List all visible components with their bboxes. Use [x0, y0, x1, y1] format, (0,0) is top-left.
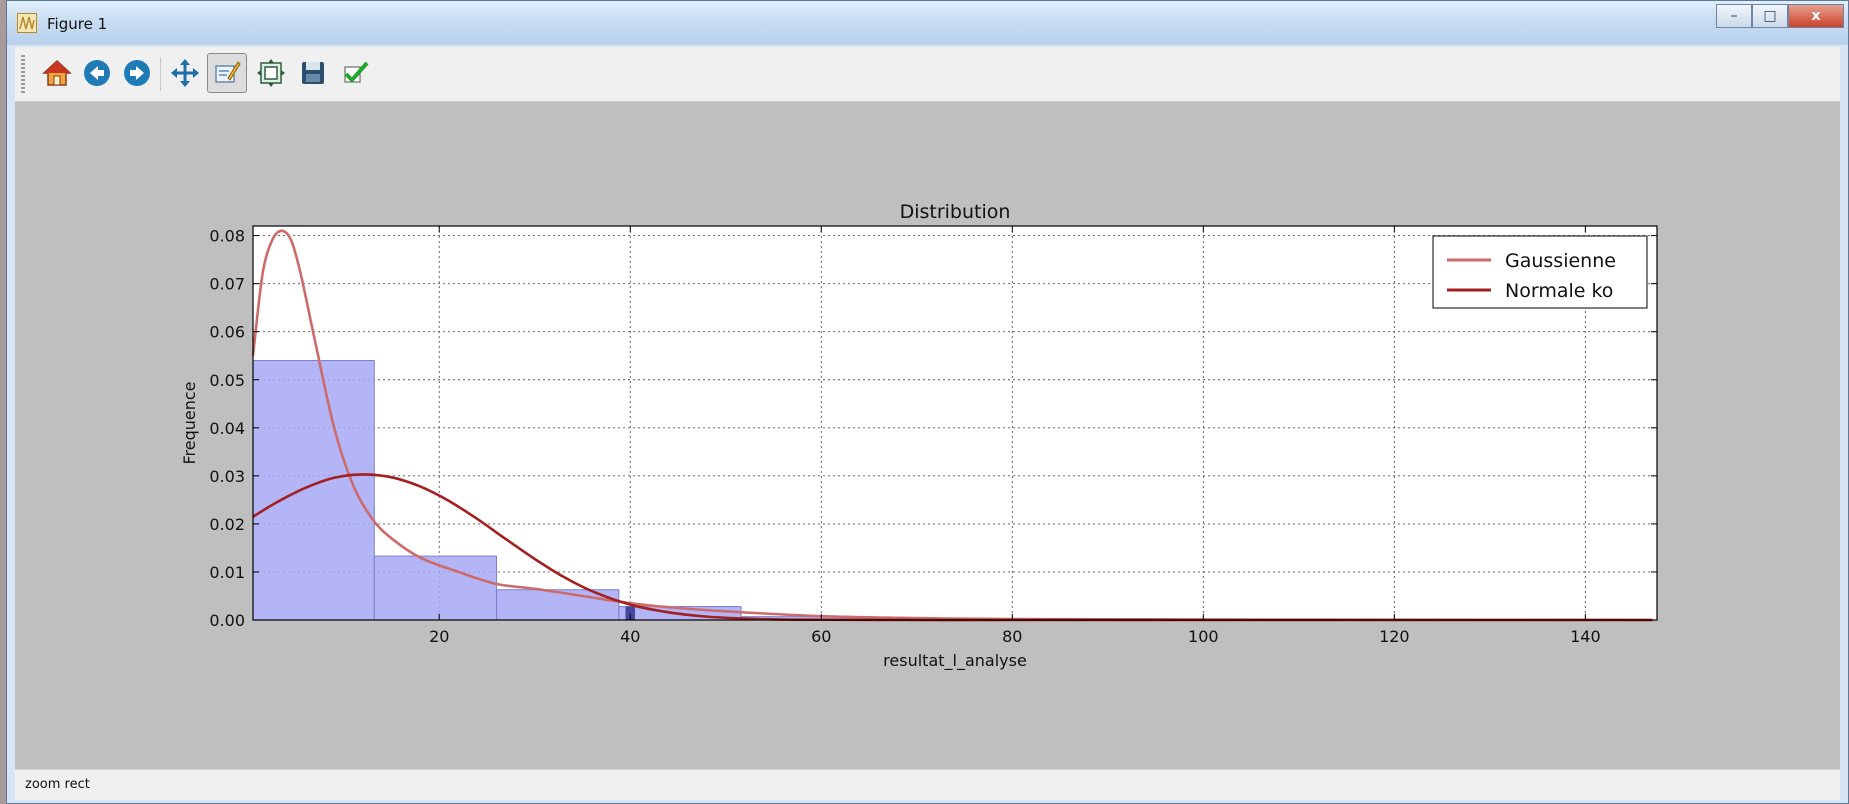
figure-canvas[interactable]: 20 40 60 80 100 120 140 0.00 0.01 0.02 0.03 0.04 0.0…: [15, 102, 1840, 769]
histogram-bar: [373, 555, 498, 621]
save-icon: [302, 62, 324, 84]
pan-button[interactable]: [165, 53, 205, 93]
pan-icon: [171, 59, 199, 87]
x-tick-label: 120: [1379, 627, 1410, 646]
legend-box: [1432, 235, 1648, 309]
maximize-button[interactable]: □: [1752, 4, 1788, 28]
histogram-bar: [496, 589, 620, 621]
y-tick-label: 0.01: [209, 563, 245, 582]
plot-svg[interactable]: 20 40 60 80 100 120 140 0.00 0.01 0.02 0.03 0.04 0.0…: [15, 102, 1842, 769]
forward-button[interactable]: [117, 53, 157, 93]
edit-button[interactable]: [335, 53, 375, 93]
figure-window: Figure 1 – □ x: [6, 0, 1849, 804]
x-axis-label: resultat_l_analyse: [883, 651, 1027, 671]
axis-ticks: 20 40 60 80 100 120 140 0.00 0.01 0.02 0.03 0.04 0.0…: [209, 226, 1657, 646]
x-tick-label: 20: [429, 627, 449, 646]
subplots-icon: [257, 59, 285, 87]
grid-lines: [253, 226, 1657, 621]
back-button[interactable]: [77, 53, 117, 93]
x-tick-label: 40: [620, 627, 640, 646]
subplots-button[interactable]: [251, 53, 291, 93]
status-bar: zoom rect: [15, 769, 1840, 800]
forward-icon: [124, 60, 150, 86]
zoom-icon: [215, 61, 241, 83]
minimize-button[interactable]: –: [1716, 4, 1752, 28]
x-tick-label: 80: [1002, 627, 1022, 646]
close-button[interactable]: x: [1788, 4, 1844, 28]
title-bar[interactable]: Figure 1 – □ x: [7, 1, 1848, 45]
legend: Gaussienne Normale ko: [1432, 235, 1648, 309]
navigation-toolbar: [15, 47, 1840, 102]
x-tick-label: 140: [1570, 627, 1601, 646]
x-tick-label: 100: [1188, 627, 1219, 646]
y-tick-label: 0.00: [209, 611, 245, 630]
y-tick-label: 0.07: [209, 275, 245, 294]
save-button[interactable]: [293, 53, 333, 93]
x-tick-label: 60: [811, 627, 831, 646]
y-tick-label: 0.08: [209, 227, 245, 246]
y-tick-label: 0.02: [209, 515, 245, 534]
legend-label-normale: Normale ko: [1505, 280, 1613, 302]
status-text: zoom rect: [25, 777, 90, 792]
axes-background: [253, 226, 1657, 620]
edit-checkmark-icon: [344, 61, 369, 83]
chart-title: Distribution: [900, 201, 1011, 223]
y-tick-label: 0.06: [209, 323, 245, 342]
y-tick-label: 0.03: [209, 467, 245, 486]
y-axis-label: Frequence: [180, 381, 199, 464]
toolbar-grip[interactable]: [21, 55, 25, 95]
back-icon: [84, 60, 110, 86]
toolbar-separator: [160, 57, 161, 91]
window-title: Figure 1: [47, 15, 108, 33]
app-icon: [17, 13, 37, 33]
y-tick-label: 0.05: [209, 371, 245, 390]
zoom-button[interactable]: [207, 53, 247, 93]
home-icon: [42, 59, 72, 86]
axes-frame: [252, 225, 1658, 621]
home-button[interactable]: [37, 53, 77, 93]
highlighted-bar: [625, 606, 636, 620]
y-tick-label: 0.04: [209, 419, 245, 438]
legend-label-gaussienne: Gaussienne: [1505, 250, 1616, 272]
